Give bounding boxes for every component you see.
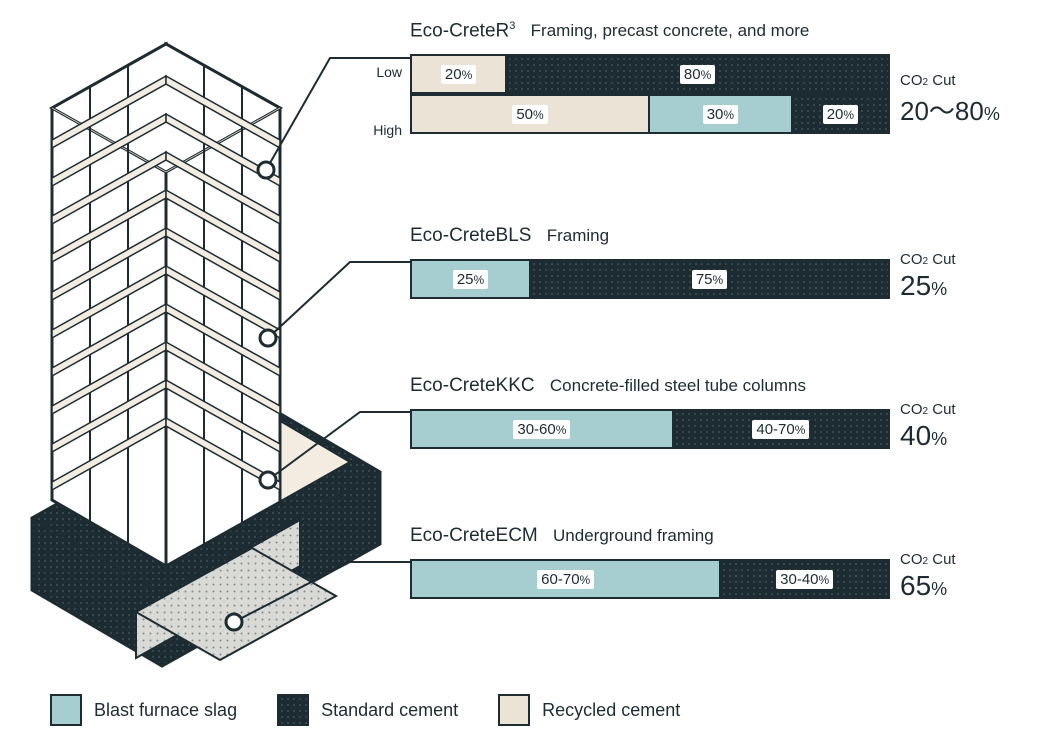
seg-slag: 60-70% (412, 561, 721, 597)
bars-ecm: 60-70% 30-40% CO2 Cut 65% (410, 559, 1020, 599)
co2-label: CO2 Cut (900, 401, 1020, 418)
legend: Blast furnace slag Standard cement Recyc… (50, 694, 680, 726)
section-kkc: Eco-CreteKKC Concrete-filled steel tube … (410, 375, 1020, 449)
heading-bls: Eco-CreteBLS Framing (410, 225, 1020, 247)
section-ecm: Eco-CreteECM Underground framing 60-70% … (410, 525, 1020, 599)
seg-slag: 25% (412, 261, 531, 297)
swatch-std (277, 694, 309, 726)
section-bls: Eco-CreteBLS Framing 25% 75% CO2 Cut 25% (410, 225, 1020, 299)
product-sub: Framing (547, 226, 609, 245)
co2-r3: CO2 Cut 20～80% (900, 72, 1020, 128)
co2-kkc: CO2 Cut 40% (900, 401, 1020, 452)
legend-item-recycled: Recycled cement (498, 694, 680, 726)
row-label-low: Low (356, 64, 402, 80)
seg-label: 20% (441, 65, 476, 84)
co2-value: 65% (900, 570, 1020, 602)
co2-label: CO2 Cut (900, 72, 1020, 89)
bar-ecm: 60-70% 30-40% (410, 559, 890, 599)
building-illustration (0, 0, 420, 680)
seg-label: 30-40% (776, 570, 833, 589)
seg-label: 30% (703, 105, 738, 124)
seg-recycled: 50% (412, 96, 650, 132)
infographic-page: Eco-CreteR3 Framing, precast concrete, a… (0, 0, 1042, 746)
heading-ecm: Eco-CreteECM Underground framing (410, 525, 1020, 547)
heading-kkc: Eco-CreteKKC Concrete-filled steel tube … (410, 375, 1020, 397)
product-name: Eco-CreteECM (410, 525, 538, 546)
co2-value: 40% (900, 420, 1020, 452)
seg-std: 75% (531, 261, 888, 297)
product-name: Eco-CreteKKC (410, 375, 535, 396)
legend-item-slag: Blast furnace slag (50, 694, 237, 726)
heading-r3: Eco-CreteR3 Framing, precast concrete, a… (410, 20, 1020, 42)
product-sub: Concrete-filled steel tube columns (550, 376, 806, 395)
seg-std: 20% (793, 96, 888, 132)
seg-recycled: 20% (412, 56, 507, 92)
seg-std: 30-40% (721, 561, 888, 597)
seg-label: 25% (453, 270, 488, 289)
bars-r3: Low 20% 80% High 50% 30% 20% (410, 54, 1020, 134)
co2-value: 20～80% (900, 91, 1020, 128)
co2-ecm: CO2 Cut 65% (900, 551, 1020, 602)
seg-label: 40-70% (752, 420, 809, 439)
seg-label: 75% (692, 270, 727, 289)
co2-value: 25% (900, 270, 1020, 302)
co2-label: CO2 Cut (900, 251, 1020, 268)
product-name: Eco-CreteBLS (410, 225, 531, 246)
co2-bls: CO2 Cut 25% (900, 251, 1020, 302)
bar-bls: 25% 75% (410, 259, 890, 299)
bars-bls: 25% 75% CO2 Cut 25% (410, 259, 1020, 299)
seg-std: 40-70% (674, 411, 888, 447)
seg-slag: 30% (650, 96, 793, 132)
product-super: 3 (509, 20, 515, 32)
swatch-recycled (498, 694, 530, 726)
product-sub: Framing, precast concrete, and more (531, 21, 810, 40)
bar-kkc: 30-60% 40-70% (410, 409, 890, 449)
seg-label: 60-70% (537, 570, 594, 589)
legend-item-std: Standard cement (277, 694, 458, 726)
bar-r3-low: 20% 80% (410, 54, 890, 94)
legend-label: Standard cement (321, 700, 458, 721)
seg-label: 50% (512, 105, 547, 124)
seg-label: 20% (823, 105, 858, 124)
bar-r3-high: 50% 30% 20% (410, 94, 890, 134)
row-label-high: High (356, 122, 402, 138)
legend-label: Recycled cement (542, 700, 680, 721)
seg-std: 80% (507, 56, 888, 92)
seg-label: 80% (680, 65, 715, 84)
bars-kkc: 30-60% 40-70% CO2 Cut 40% (410, 409, 1020, 449)
product-name: Eco-CreteR (410, 20, 509, 41)
legend-label: Blast furnace slag (94, 700, 237, 721)
seg-label: 30-60% (513, 420, 570, 439)
seg-slag: 30-60% (412, 411, 674, 447)
section-r3: Eco-CreteR3 Framing, precast concrete, a… (410, 20, 1020, 134)
swatch-slag (50, 694, 82, 726)
co2-label: CO2 Cut (900, 551, 1020, 568)
product-sub: Underground framing (553, 526, 714, 545)
